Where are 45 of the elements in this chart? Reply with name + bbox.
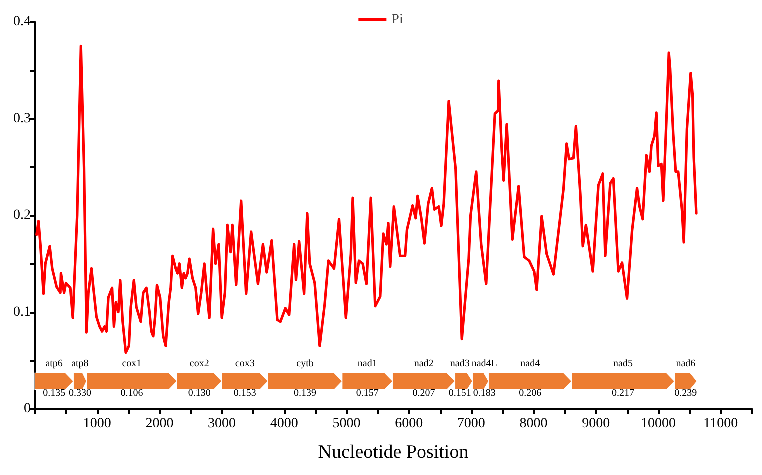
x-tick-label: 8000 bbox=[520, 416, 548, 432]
band-label: atp8 bbox=[72, 358, 89, 370]
band-label: nad4 bbox=[520, 358, 540, 370]
annotation: 0.207 bbox=[412, 388, 436, 400]
x-tick-label: 2000 bbox=[146, 416, 174, 432]
line-series bbox=[36, 44, 698, 354]
band-label: cox1 bbox=[122, 358, 142, 370]
band-label: nad3 bbox=[450, 358, 470, 370]
annotation: 0.206 bbox=[519, 388, 542, 400]
x-tick-label: 10000 bbox=[640, 416, 676, 432]
y-tick-label: 0.2 bbox=[14, 208, 31, 223]
annotation: 0.130 bbox=[188, 388, 211, 400]
y-tick-label: 0.4 bbox=[14, 14, 31, 30]
x-tick-label: 4000 bbox=[270, 416, 298, 432]
annotation: 0.153 bbox=[234, 388, 256, 400]
band-label: nad4L bbox=[472, 358, 498, 370]
band-label: nad6 bbox=[676, 358, 696, 370]
annotation: 0.183 bbox=[473, 388, 496, 400]
annotation: 0.151 bbox=[448, 388, 472, 400]
annotation: 0.239 bbox=[674, 388, 698, 400]
x-tick-label: 9000 bbox=[582, 416, 610, 432]
annotation: 0.330 bbox=[68, 388, 92, 400]
annotation: 0.106 bbox=[120, 388, 144, 400]
band-label: atp6 bbox=[46, 358, 63, 370]
annotation: 0.135 bbox=[43, 388, 66, 400]
band-label: nad2 bbox=[414, 358, 434, 370]
annotation: 0.217 bbox=[612, 388, 634, 400]
x-tick-label: 6000 bbox=[395, 416, 424, 432]
band-label: nad1 bbox=[358, 358, 378, 370]
annotation: 0.157 bbox=[356, 388, 379, 400]
x-tick-label: 1000 bbox=[83, 416, 112, 432]
band-label: nad5 bbox=[614, 358, 633, 370]
legend-label: Pi bbox=[392, 12, 404, 28]
annotation: 0.139 bbox=[294, 388, 317, 400]
y-tick-label: 0.1 bbox=[14, 304, 31, 320]
y-tick-label: 0.3 bbox=[14, 111, 31, 126]
band-label: cox2 bbox=[190, 358, 210, 370]
x-tick-label: 7000 bbox=[457, 416, 486, 432]
band-label: cox3 bbox=[235, 358, 255, 370]
x-axis-title: Nucleotide Position bbox=[318, 442, 470, 463]
x-tick-label: 11000 bbox=[704, 416, 738, 432]
y-tick-label: 0 bbox=[24, 402, 31, 416]
band-label: cytb bbox=[296, 358, 314, 370]
x-tick-label: 5000 bbox=[332, 416, 361, 432]
x-tick-label: 3000 bbox=[208, 416, 236, 432]
